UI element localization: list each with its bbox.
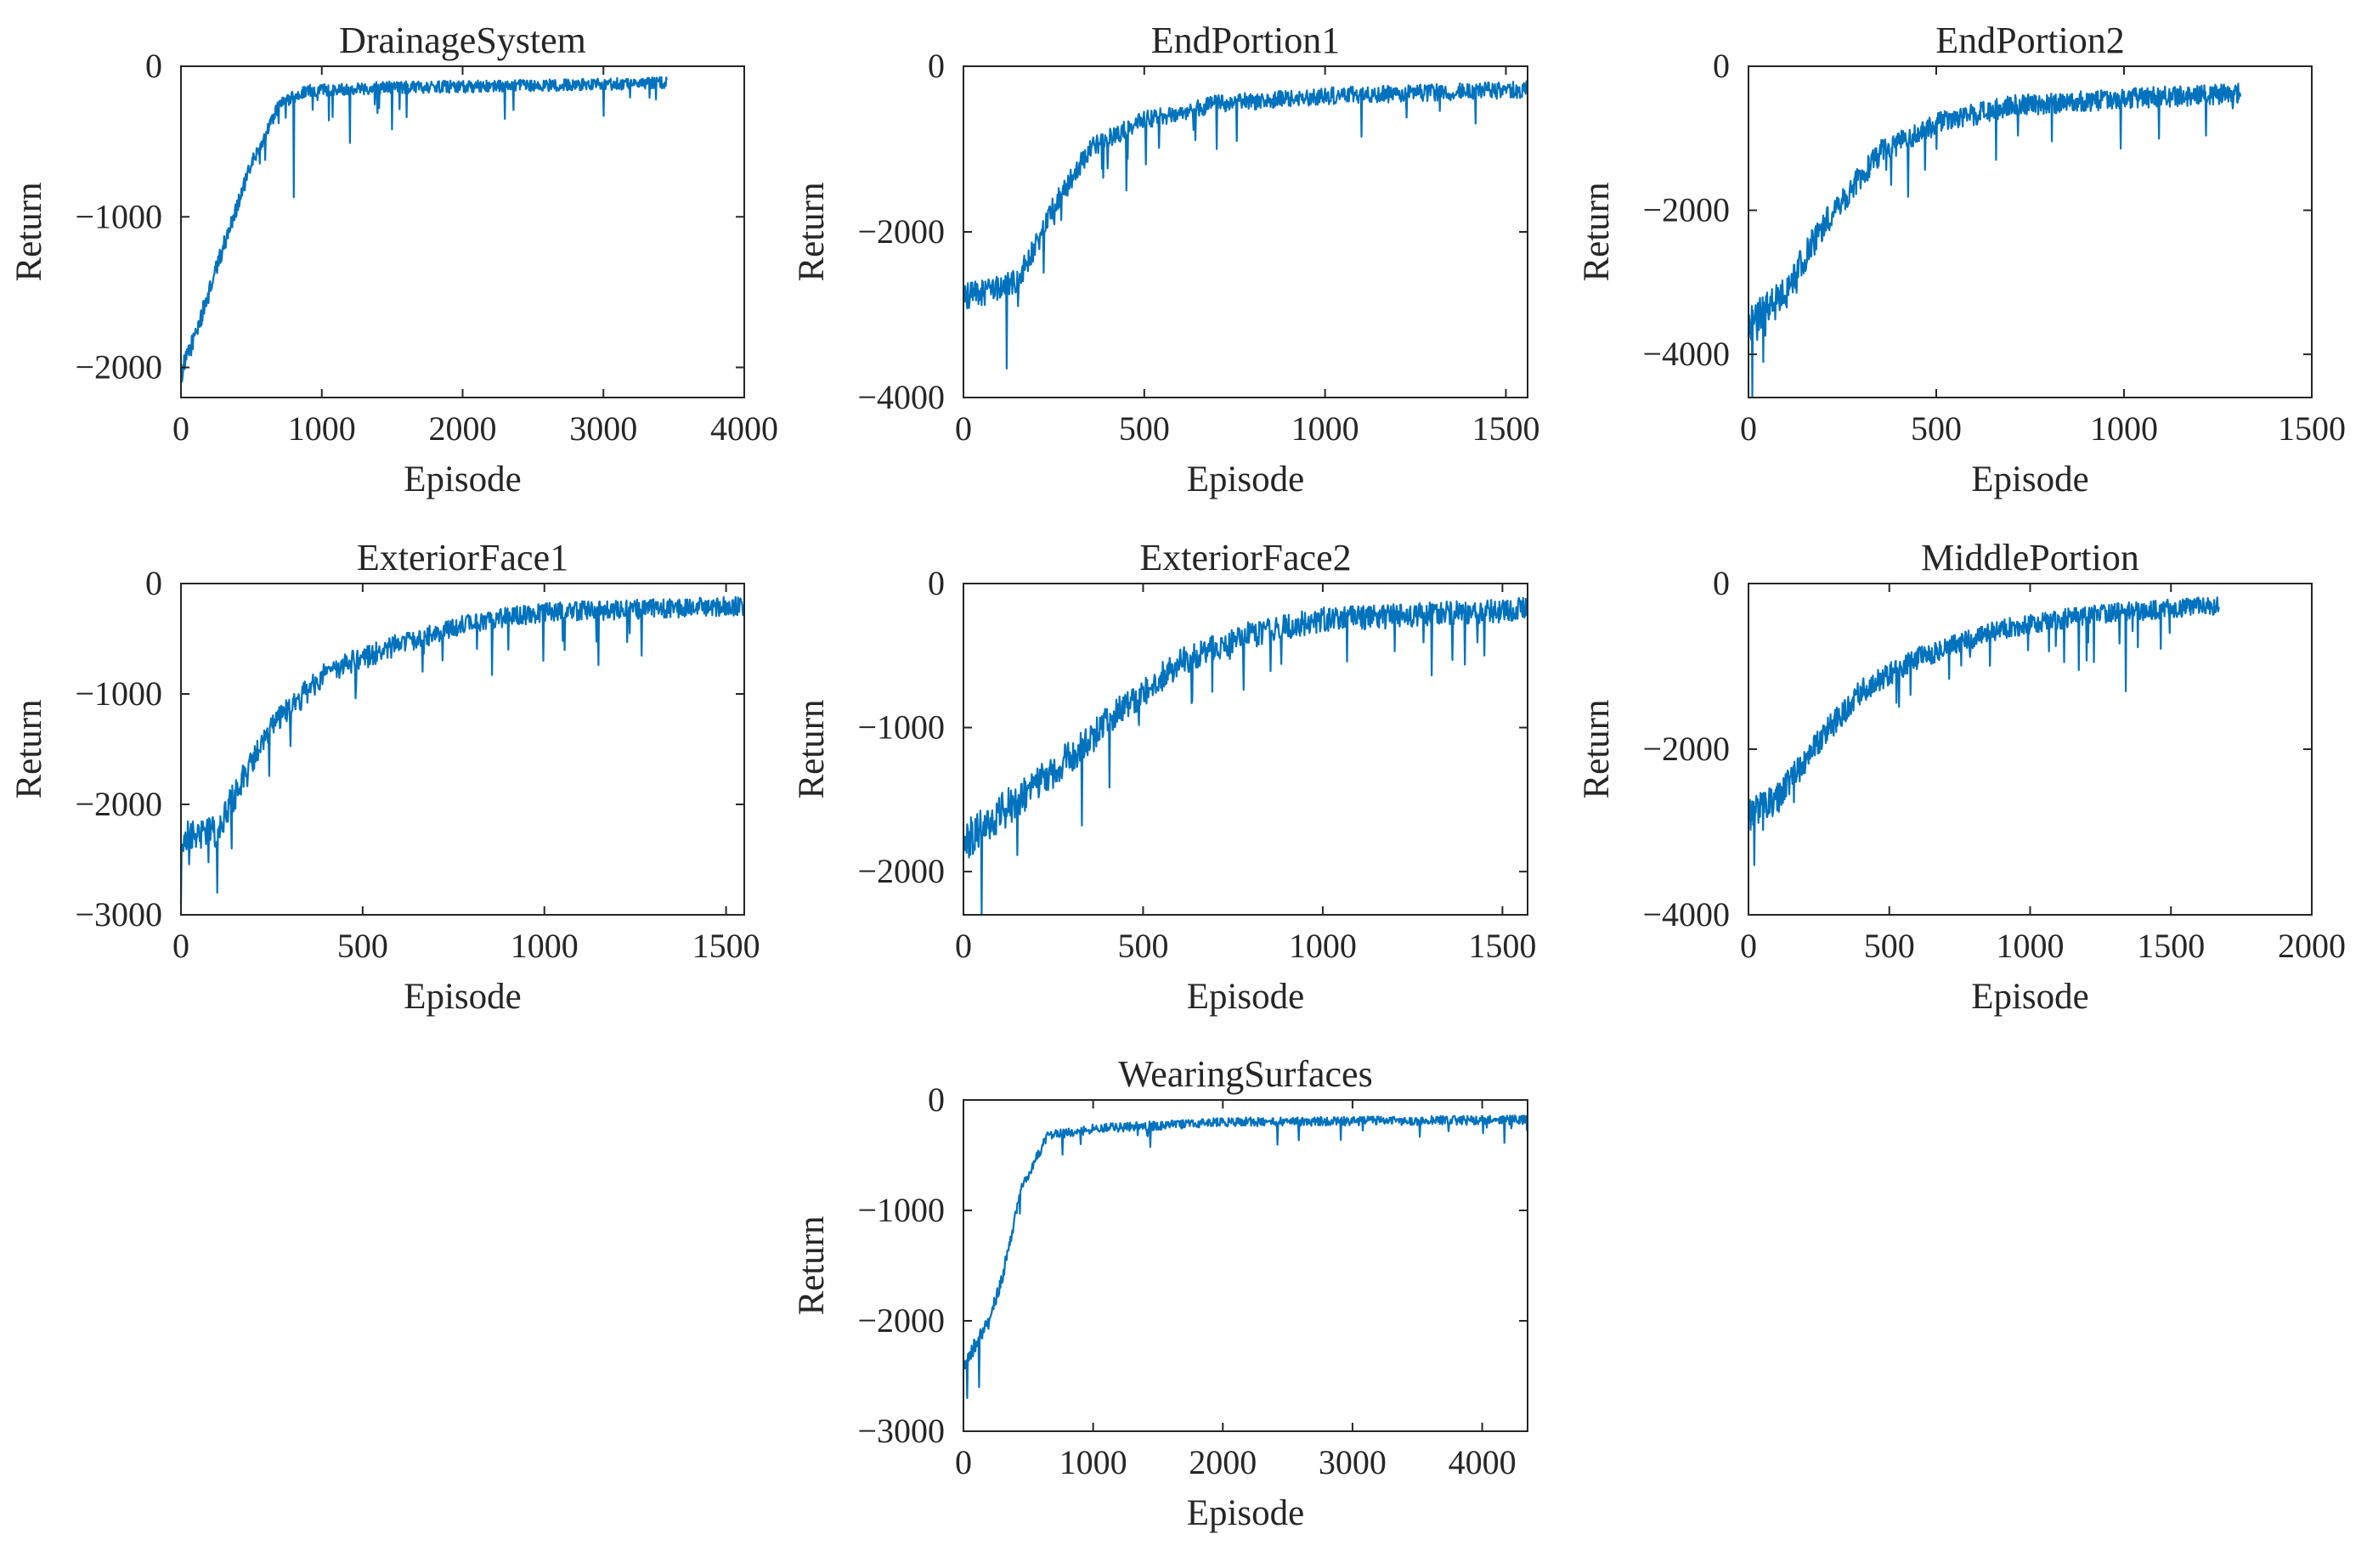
y-tick-label: 0 <box>928 1080 945 1119</box>
axes-box <box>180 583 745 916</box>
x-axis-label: Episode <box>404 977 522 1017</box>
subplot-exteriorface1: 0 500 1000 1500 0 −1000 −2000 −3000 ExteriorFace… <box>9 537 760 1017</box>
x-tick-label: 3000 <box>569 409 637 448</box>
axes-box <box>180 65 745 398</box>
y-tick-label: −3000 <box>75 895 162 933</box>
y-tick-label: −2000 <box>1642 730 1730 768</box>
x-tick-label: 0 <box>955 409 972 448</box>
subplot-title: MiddlePortion <box>1921 537 2139 578</box>
series-line <box>962 80 1529 369</box>
y-tick-label: −4000 <box>1642 895 1730 933</box>
x-tick-label: 0 <box>172 927 189 965</box>
x-tick-label: 0 <box>172 409 189 448</box>
x-tick-label: 0 <box>1740 409 1757 448</box>
subplot-title: WearingSurfaces <box>1118 1053 1372 1095</box>
subplot-title: EndPortion1 <box>1151 20 1340 61</box>
x-tick-label: 2000 <box>2278 927 2346 965</box>
subplot-title: EndPortion2 <box>1935 20 2124 61</box>
x-tick-label: 1000 <box>288 409 356 448</box>
y-tick-label: 0 <box>1713 564 1730 602</box>
x-axis-label: Episode <box>1971 460 2089 499</box>
x-tick-label: 4000 <box>1449 1443 1517 1481</box>
series-line <box>963 1114 1529 1400</box>
x-tick-label: 1000 <box>1291 409 1359 448</box>
x-tick-label: 500 <box>337 927 388 965</box>
x-tick-label: 500 <box>1119 409 1170 448</box>
y-tick-label: 0 <box>1713 47 1730 85</box>
x-tick-label: 1500 <box>2278 409 2346 448</box>
series-line <box>1748 596 2220 866</box>
y-tick-label: −4000 <box>857 378 945 416</box>
axes-box <box>963 65 1528 398</box>
x-tick-label: 500 <box>1864 927 1915 965</box>
y-tick-label: −4000 <box>1642 335 1730 373</box>
x-tick-label: 1500 <box>1472 409 1539 448</box>
x-tick-label: 0 <box>955 927 972 965</box>
x-tick-label: 1000 <box>1997 927 2065 965</box>
x-tick-label: 4000 <box>710 409 778 448</box>
y-tick-label: −2000 <box>75 348 162 386</box>
subplot-wearingsurfaces: 0 1000 2000 3000 4000 0 −1000 −2000 −3000 Wearing… <box>792 1053 1529 1533</box>
x-axis-label: Episode <box>1971 977 2089 1017</box>
x-axis-label: Episode <box>1187 1493 1305 1533</box>
x-tick-label: 1000 <box>2090 409 2158 448</box>
series-line <box>179 76 668 385</box>
y-axis-label: Return <box>9 699 49 798</box>
subplot-title: ExteriorFace1 <box>357 537 568 578</box>
y-tick-label: −3000 <box>857 1412 945 1450</box>
y-tick-label: −1000 <box>75 197 162 235</box>
x-axis-label: Episode <box>1187 460 1305 499</box>
y-tick-label: −2000 <box>857 852 945 890</box>
x-tick-label: 2000 <box>429 409 497 448</box>
axes-box <box>1748 65 2313 398</box>
x-tick-label: 1500 <box>692 927 760 965</box>
y-tick-label: −2000 <box>857 212 945 251</box>
subplot-drainagesystem: 0 1000 2000 3000 4000 0 −1000 −2000 DrainageSyst… <box>9 20 778 499</box>
y-axis-label: Return <box>792 1215 832 1315</box>
y-axis-label: Return <box>792 699 832 798</box>
x-tick-label: 3000 <box>1319 1443 1387 1481</box>
x-tick-label: 1500 <box>2137 927 2205 965</box>
y-tick-label: 0 <box>928 47 945 85</box>
subplot-middleportion: 0 500 1000 1500 2000 0 −2000 −4000 MiddlePortion… <box>1577 537 2346 1017</box>
axes-box <box>963 1099 1528 1432</box>
y-axis-label: Return <box>1577 182 1617 281</box>
x-tick-label: 500 <box>1911 409 1962 448</box>
y-tick-label: 0 <box>145 47 162 85</box>
subplot-endportion1: 0 500 1000 1500 0 −2000 −4000 EndPortion1 Episod… <box>792 20 1539 499</box>
y-tick-label: −2000 <box>75 785 162 823</box>
x-axis-label: Episode <box>1187 977 1305 1017</box>
y-tick-label: −2000 <box>1642 191 1730 229</box>
x-tick-label: 0 <box>955 1443 972 1481</box>
x-tick-label: 1000 <box>1289 927 1357 965</box>
series-line <box>1747 82 2242 398</box>
x-tick-label: 1500 <box>1468 927 1536 965</box>
subplot-title: ExteriorFace2 <box>1139 537 1351 578</box>
y-axis-label: Return <box>792 182 832 281</box>
subplot-exteriorface2: 0 500 1000 1500 0 −1000 −2000 ExteriorFace2 Epis… <box>792 537 1536 1017</box>
y-axis-label: Return <box>9 182 49 281</box>
y-tick-label: −2000 <box>857 1301 945 1340</box>
x-tick-label: 1000 <box>511 927 579 965</box>
x-tick-label: 0 <box>1740 927 1757 965</box>
x-axis-label: Episode <box>404 460 522 499</box>
series-line <box>962 596 1529 917</box>
axes-box <box>963 583 1528 916</box>
y-tick-label: −1000 <box>857 1191 945 1229</box>
y-tick-label: 0 <box>928 564 945 602</box>
axes-box <box>1748 583 2313 916</box>
x-tick-label: 1000 <box>1059 1443 1127 1481</box>
subplot-endportion2: 0 500 1000 1500 0 −2000 −4000 EndPortion2 Episod… <box>1577 20 2346 499</box>
y-tick-label: −1000 <box>75 674 162 713</box>
y-tick-label: 0 <box>145 564 162 602</box>
x-tick-label: 2000 <box>1189 1443 1257 1481</box>
series-line <box>179 595 746 905</box>
y-axis-label: Return <box>1577 699 1617 798</box>
y-tick-label: −1000 <box>857 708 945 747</box>
x-tick-label: 500 <box>1117 927 1168 965</box>
subplot-title: DrainageSystem <box>339 20 586 61</box>
